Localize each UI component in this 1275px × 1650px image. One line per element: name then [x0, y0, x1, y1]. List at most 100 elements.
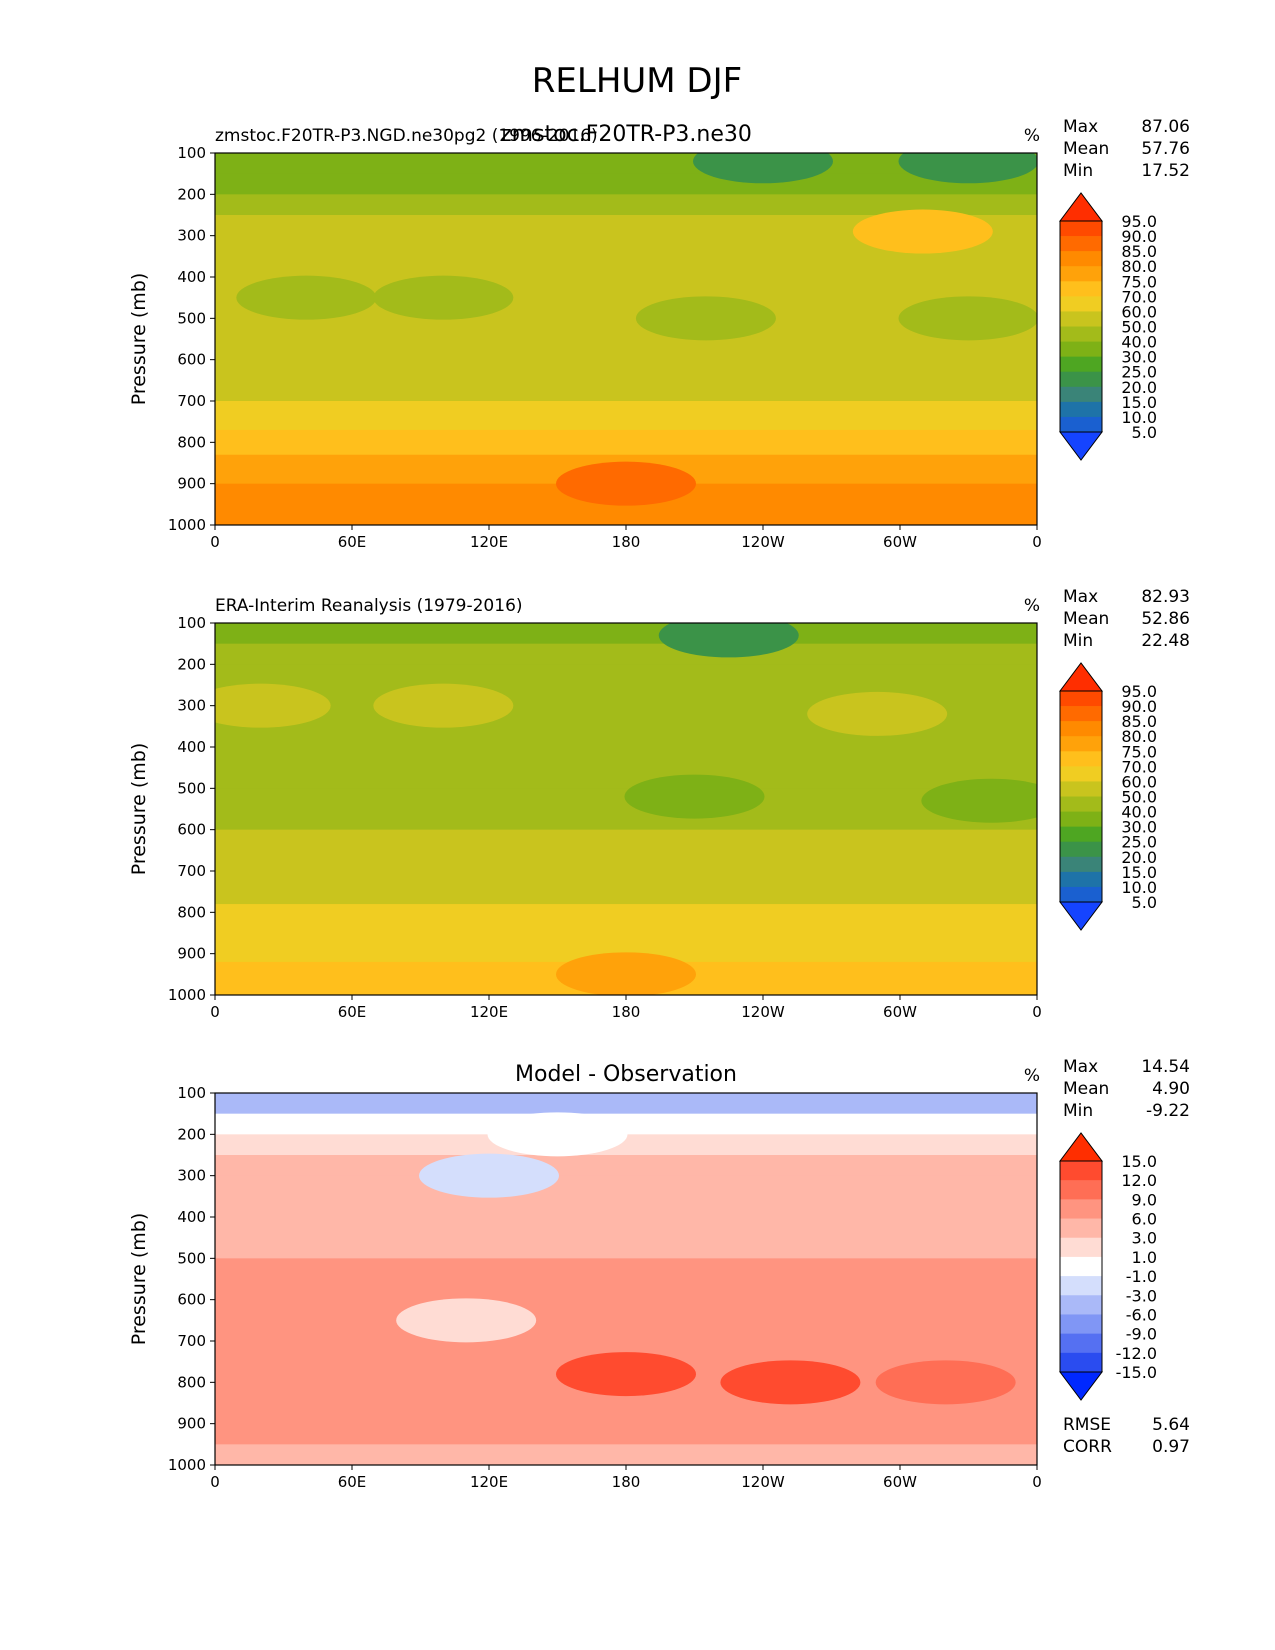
- colorbar-extend-bottom: [1059, 1371, 1103, 1401]
- colorbar-label: 70.0: [1121, 757, 1157, 776]
- stat-label: Min: [1063, 631, 1093, 651]
- x-tick-label: 180: [612, 1473, 641, 1491]
- units-label: %: [1024, 126, 1040, 146]
- colorbar-frame: [1059, 1160, 1103, 1373]
- y-tick-label: 200: [177, 185, 206, 203]
- x-tick-label: 0: [210, 1473, 220, 1491]
- contour-band: [215, 623, 1037, 645]
- rmse-label: RMSE: [1063, 1415, 1111, 1435]
- contour-feature: [898, 296, 1037, 341]
- colorbar-label: -3.0: [1126, 1286, 1157, 1305]
- colorbar-segment: [1060, 721, 1102, 737]
- colorbar-label: -1.0: [1126, 1267, 1157, 1286]
- contour-band: [215, 215, 1037, 237]
- contour-band: [215, 173, 1037, 195]
- stat-value: 87.06: [1141, 117, 1190, 137]
- y-tick-label: 400: [177, 1208, 206, 1226]
- y-tick-label: 600: [177, 1291, 206, 1309]
- colorbar-segment: [1060, 221, 1102, 237]
- contour-feature: [556, 461, 696, 506]
- x-tick-label: 120W: [741, 1473, 785, 1491]
- contour-feature: [720, 1360, 861, 1405]
- colorbar-label: 95.0: [1121, 682, 1157, 701]
- colorbar-segment: [1060, 1161, 1102, 1181]
- contour-feature: [236, 275, 377, 320]
- contour-band: [215, 1403, 1037, 1445]
- y-tick-label: 200: [177, 655, 206, 673]
- y-tick-label: 300: [177, 697, 206, 715]
- colorbar-label: 75.0: [1121, 742, 1157, 761]
- y-tick-label: 900: [177, 475, 206, 493]
- y-tick-label: 800: [177, 1373, 206, 1391]
- contour-feature: [373, 275, 514, 320]
- y-axis-label: Pressure (mb): [128, 273, 150, 406]
- stat-value: 52.86: [1141, 609, 1190, 629]
- y-tick-label: 800: [177, 433, 206, 451]
- contour-feature: [921, 778, 1037, 823]
- contour-feature: [556, 1352, 696, 1397]
- colorbar-label: 80.0: [1121, 727, 1157, 746]
- colorbar-label: 70.0: [1121, 287, 1157, 306]
- y-tick-label: 900: [177, 945, 206, 963]
- stat-label: Mean: [1063, 609, 1109, 629]
- stat-label: Max: [1063, 1057, 1098, 1077]
- colorbar-segment: [1060, 691, 1102, 707]
- stat-label: Mean: [1063, 139, 1109, 159]
- units-label: %: [1024, 596, 1040, 616]
- stat-label: Mean: [1063, 1079, 1109, 1099]
- colorbar-segment: [1060, 886, 1102, 903]
- colorbar-segment: [1060, 1333, 1102, 1354]
- colorbar-segment: [1060, 751, 1102, 767]
- stat-label: Max: [1063, 587, 1098, 607]
- y-tick-label: 600: [177, 821, 206, 839]
- rmse-value: 5.64: [1152, 1415, 1190, 1435]
- colorbar-label: 15.0: [1121, 393, 1157, 412]
- stat-value: 17.52: [1141, 161, 1190, 181]
- colorbar-label: 6.0: [1132, 1210, 1157, 1229]
- colorbar-label: 20.0: [1121, 848, 1157, 867]
- contour-feature: [215, 683, 331, 728]
- contour-feature: [556, 952, 696, 995]
- colorbar-segment: [1060, 266, 1102, 282]
- colorbar-label: 30.0: [1121, 348, 1157, 367]
- colorbar-label: 12.0: [1121, 1171, 1157, 1190]
- colorbar-label: 50.0: [1121, 318, 1157, 337]
- colorbar-segment: [1060, 1276, 1102, 1296]
- x-tick-label: 0: [1032, 1473, 1042, 1491]
- contour-band: [215, 1113, 1037, 1135]
- colorbar-label: 85.0: [1121, 712, 1157, 731]
- x-tick-label: 60E: [338, 1473, 367, 1491]
- colorbar-label: 40.0: [1121, 803, 1157, 822]
- colorbar-label: 75.0: [1121, 272, 1157, 291]
- colorbar-segment: [1060, 856, 1102, 873]
- colorbar-label: 5.0: [1132, 893, 1157, 912]
- stat-value: 82.93: [1141, 587, 1190, 607]
- figure-title: RELHUM DJF: [532, 61, 742, 101]
- x-tick-label: 120E: [470, 1003, 508, 1021]
- colorbar-segment: [1060, 841, 1102, 858]
- y-axis-label: Pressure (mb): [128, 1213, 150, 1346]
- contour-field: [215, 1093, 1037, 1465]
- x-tick-label: 120W: [741, 1003, 785, 1021]
- y-tick-label: 1000: [168, 516, 206, 534]
- y-tick-label: 300: [177, 227, 206, 245]
- colorbar-segment: [1060, 736, 1102, 752]
- colorbar-label: 25.0: [1121, 363, 1157, 382]
- colorbar-segment: [1060, 251, 1102, 267]
- contour-band: [215, 1217, 1037, 1259]
- stat-value: 14.54: [1141, 1057, 1190, 1077]
- colorbar-label: 60.0: [1121, 772, 1157, 791]
- contour-band: [215, 747, 1037, 789]
- contour-band: [215, 1444, 1037, 1465]
- x-tick-label: 120W: [741, 533, 785, 551]
- colorbar-label: 80.0: [1121, 257, 1157, 276]
- contour-field: [215, 153, 1037, 525]
- contour-feature: [487, 1112, 628, 1157]
- colorbar-segment: [1060, 386, 1102, 403]
- x-tick-label: 60E: [338, 533, 367, 551]
- colorbar-segment: [1060, 1314, 1102, 1335]
- colorbar-label: -15.0: [1116, 1363, 1157, 1382]
- colorbar-segment: [1060, 236, 1102, 252]
- colorbar-segment: [1060, 796, 1102, 812]
